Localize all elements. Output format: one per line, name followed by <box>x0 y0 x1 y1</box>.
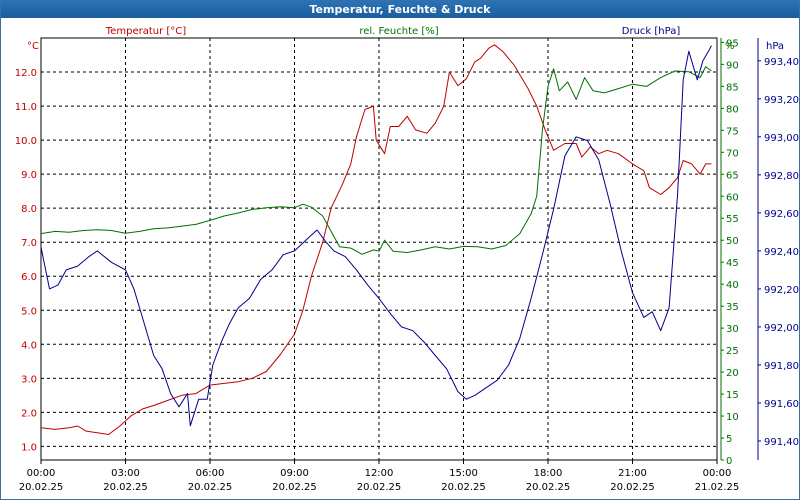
temperature-tick-label: 5.0 <box>21 306 37 317</box>
temperature-series-line <box>40 44 712 435</box>
humidity-tick-label: 75 <box>726 126 739 137</box>
pressure-tick-label: 991,80 <box>764 361 799 372</box>
humidity-tick-label: 0 <box>726 456 732 467</box>
humidity-tick-label: 60 <box>726 192 739 203</box>
humidity-tick-label: 80 <box>726 104 739 115</box>
pressure-tick-label: 992,80 <box>764 171 799 182</box>
humidity-tick-label: 90 <box>726 60 739 71</box>
humidity-series-line <box>40 66 712 255</box>
pressure-tick-label: 992,20 <box>764 285 799 296</box>
temperature-tick-label: 9.0 <box>21 170 37 181</box>
temperature-tick-label: 8.0 <box>21 204 37 215</box>
humidity-tick-label: 5 <box>726 434 732 445</box>
legend-temperature: Temperatur [°C] <box>105 26 186 37</box>
temperature-tick-label: 7.0 <box>21 238 37 249</box>
humidity-tick-label: 95 <box>726 38 739 49</box>
pressure-tick-label: 992,60 <box>764 209 799 220</box>
pressure-tick-label: 993,00 <box>764 133 799 144</box>
x-tick-label-date: 20.02.25 <box>272 482 317 493</box>
pressure-tick-label: 992,00 <box>764 323 799 334</box>
humidity-tick-label: 30 <box>726 324 739 335</box>
humidity-tick-label: 40 <box>726 280 739 291</box>
temperature-tick-label: 1.0 <box>21 442 37 453</box>
humidity-tick-label: 20 <box>726 368 739 379</box>
temperature-tick-label: 11.0 <box>15 102 37 113</box>
humidity-unit-label: % <box>725 41 735 52</box>
temperature-tick-label: 6.0 <box>21 272 37 283</box>
x-tick-label-time: 03:00 <box>111 468 140 479</box>
temperature-tick-label: 4.0 <box>21 340 37 351</box>
labels: 00:00 20.02.25 03:00 20.02.25 06:00 20.02.25 0… <box>15 26 799 493</box>
x-tick-label-date: 20.02.25 <box>526 482 571 493</box>
humidity-tick-label: 50 <box>726 236 739 247</box>
pressure-series-line <box>40 45 712 427</box>
humidity-tick-label: 10 <box>726 412 739 423</box>
temperature-tick-label: 3.0 <box>21 374 37 385</box>
pressure-tick-label: 993,20 <box>764 95 799 106</box>
x-tick-label-date: 20.02.25 <box>103 482 148 493</box>
x-tick-label-time: 15:00 <box>449 468 478 479</box>
pressure-tick-label: 991,60 <box>764 399 799 410</box>
humidity-tick-label: 45 <box>726 258 739 269</box>
humidity-tick-label: 35 <box>726 302 739 313</box>
legend-pressure: Druck [hPa] <box>622 26 681 37</box>
window-title: Temperatur, Feuchte & Druck <box>1 1 799 18</box>
x-tick-label-date: 20.02.25 <box>357 482 402 493</box>
x-tick-label-time: 09:00 <box>280 468 309 479</box>
x-tick-label-date: 20.02.25 <box>19 482 64 493</box>
humidity-tick-label: 85 <box>726 82 739 93</box>
x-tick-label-time: 00:00 <box>703 468 732 479</box>
pressure-tick-label: 992,40 <box>764 247 799 258</box>
x-tick-label-time: 06:00 <box>196 468 225 479</box>
grid <box>41 38 717 460</box>
humidity-tick-label: 65 <box>726 170 739 181</box>
humidity-tick-label: 15 <box>726 390 739 401</box>
temperature-unit-label: °C <box>27 41 39 52</box>
temperature-tick-label: 10.0 <box>15 136 37 147</box>
humidity-tick-label: 25 <box>726 346 739 357</box>
temperature-tick-label: 12.0 <box>15 68 37 79</box>
x-tick-label-time: 00:00 <box>27 468 56 479</box>
x-tick-label-date: 20.02.25 <box>441 482 486 493</box>
x-tick-label-time: 12:00 <box>365 468 394 479</box>
humidity-tick-label: 55 <box>726 214 739 225</box>
x-tick-label-date: 20.02.25 <box>188 482 233 493</box>
pressure-tick-label: 991,40 <box>764 437 799 448</box>
x-tick-label-time: 21:00 <box>618 468 647 479</box>
pressure-tick-label: 993,40 <box>764 57 799 68</box>
series-layer <box>40 44 712 435</box>
x-tick-label-date: 21.02.25 <box>695 482 740 493</box>
temperature-tick-label: 2.0 <box>21 408 37 419</box>
pressure-unit-label: hPa <box>766 41 784 52</box>
x-tick-label-time: 18:00 <box>534 468 563 479</box>
legend-humidity: rel. Feuchte [%] <box>359 26 438 37</box>
axes <box>40 37 761 464</box>
x-tick-label-date: 20.02.25 <box>610 482 655 493</box>
humidity-tick-label: 70 <box>726 148 739 159</box>
